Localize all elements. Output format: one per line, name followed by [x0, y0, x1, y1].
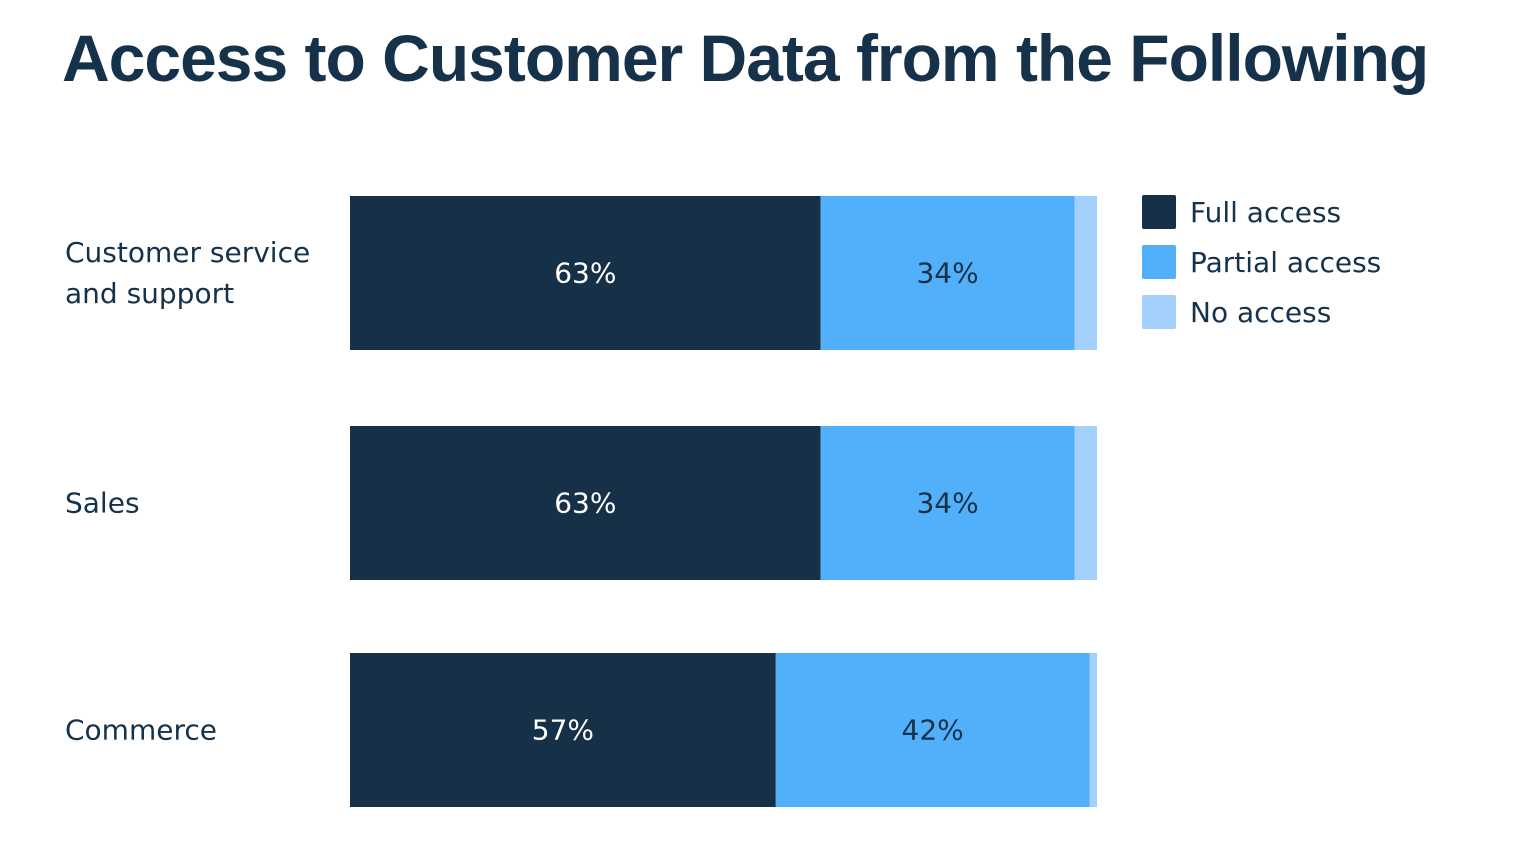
data-label-partial-access-customer-service-and-support: 34%	[916, 257, 978, 290]
category-label-sales: Sales	[65, 487, 140, 520]
bar-partial-access-commerce[interactable]	[775, 653, 1090, 807]
category-label-line: Commerce	[65, 714, 217, 747]
legend-swatch-no-access	[1142, 295, 1176, 329]
legend-label-full-access: Full access	[1190, 195, 1342, 229]
legend-item-no-access[interactable]: No access	[1142, 295, 1381, 329]
category-label-line: Sales	[65, 487, 140, 520]
bar-no-access-commerce[interactable]	[1089, 653, 1097, 807]
legend-label-no-access: No access	[1190, 295, 1332, 329]
legend-item-full-access[interactable]: Full access	[1142, 195, 1381, 229]
category-label-customer-service-and-support: Customer service and support	[65, 236, 310, 310]
bar-full-access-sales[interactable]	[350, 426, 821, 580]
legend: Full access Partial access No access	[1142, 195, 1381, 345]
legend-swatch-partial-access	[1142, 245, 1176, 279]
data-label-partial-access-commerce: 42%	[902, 714, 964, 747]
category-label-commerce: Commerce	[65, 714, 217, 747]
chart-title: Access to Customer Data from the Followi…	[62, 21, 1429, 95]
bar-partial-access-customer-service-and-support[interactable]	[820, 196, 1075, 350]
legend-label-partial-access: Partial access	[1190, 245, 1382, 279]
data-label-full-access-sales: 63%	[554, 487, 616, 520]
bars-layer	[350, 196, 1097, 807]
category-label-line: Customer service	[65, 236, 310, 269]
bar-full-access-commerce[interactable]	[350, 653, 776, 807]
data-label-full-access-customer-service-and-support: 63%	[554, 257, 616, 290]
legend-swatch-full-access	[1142, 195, 1176, 229]
bar-no-access-customer-service-and-support[interactable]	[1074, 196, 1097, 350]
bar-full-access-customer-service-and-support[interactable]	[350, 196, 821, 350]
legend-item-partial-access[interactable]: Partial access	[1142, 245, 1381, 279]
labels-layer: Customer service and support 63% 34% Sales 63…	[65, 236, 979, 747]
data-label-full-access-commerce: 57%	[532, 714, 594, 747]
bar-partial-access-sales[interactable]	[820, 426, 1075, 580]
category-label-line: and support	[65, 277, 234, 310]
data-label-partial-access-sales: 34%	[916, 487, 978, 520]
bar-no-access-sales[interactable]	[1074, 426, 1097, 580]
